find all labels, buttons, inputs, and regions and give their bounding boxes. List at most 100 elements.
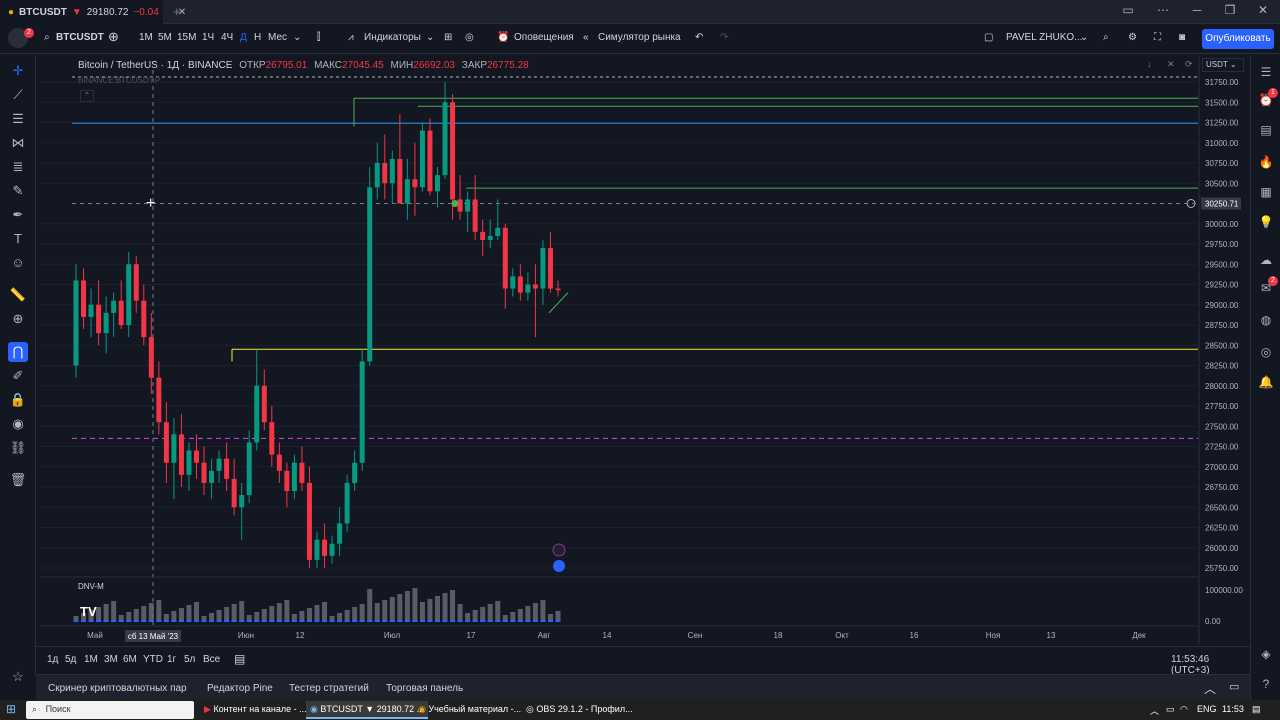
goto-date-icon[interactable]: ▤ (234, 652, 246, 666)
hotlists-icon[interactable]: 🔥 (1258, 155, 1274, 169)
camera-icon[interactable]: ◙ (1179, 32, 1186, 43)
range-all[interactable]: Все (203, 654, 221, 665)
quick-search-icon[interactable]: ⌕ (1103, 32, 1109, 43)
replay-button[interactable]: Симулятор рынка (598, 32, 681, 43)
undo-icon[interactable]: ↶ (695, 32, 704, 43)
interval-1m[interactable]: 1M (139, 32, 153, 43)
price-chart[interactable]: 31750.00 31500.00 31250.00 31000.00 30750.00… (0, 55, 1250, 645)
signals-icon[interactable]: ◍ (1260, 313, 1272, 327)
maximize-pane-icon[interactable]: ✕ (1167, 59, 1175, 69)
tab-pine-editor[interactable]: Редактор Pine (207, 683, 273, 694)
alerts-button[interactable]: Оповещения (514, 32, 574, 43)
maximize-panel-icon[interactable]: ▭ (1229, 681, 1240, 693)
notifications-center-icon[interactable]: ▤ (1252, 704, 1261, 714)
ruler-icon[interactable]: 📏 (9, 287, 27, 302)
settings-gear-icon[interactable]: ⚙ (1128, 32, 1137, 43)
taskbar-app-obs[interactable]: ◎ OBS 29.1.2 - Профил... (522, 701, 637, 719)
brush-icon[interactable]: ✎ (12, 183, 24, 198)
candle-type-icon[interactable]: ⫿ (317, 32, 321, 43)
currency-select[interactable]: USDT ⌄ (1202, 58, 1244, 72)
alert-icon[interactable]: ⏰ (497, 32, 510, 43)
magnet-icon[interactable]: ⋂ (8, 342, 28, 362)
trash-icon[interactable]: 🗑 (9, 472, 27, 487)
interval-5m[interactable]: 5M (158, 32, 172, 43)
range-ytd[interactable]: YTD (143, 654, 163, 665)
taskbar-app-youtube[interactable]: ▶ Контент на канале - ... (200, 701, 311, 719)
layout-square-icon[interactable]: ▢ (984, 32, 994, 43)
favorites-star-icon[interactable]: ☆ (12, 669, 24, 684)
network-icon[interactable]: ▭ (1166, 704, 1175, 714)
text-icon[interactable]: T (14, 231, 22, 246)
range-1m[interactable]: 1М (84, 654, 98, 665)
browser-tab[interactable]: ● BTCUSDT ▼ 29180.72 −0.04 ✕ (0, 0, 186, 24)
range-3m[interactable]: 3М (104, 654, 118, 665)
stay-drawing-icon[interactable]: ✐ (12, 368, 24, 383)
bell-icon[interactable]: 🔔 (1258, 375, 1274, 389)
interval-1d[interactable]: Д (240, 32, 247, 43)
range-1y[interactable]: 1г (167, 654, 177, 665)
taskbar-clock[interactable]: 11:53 (1222, 704, 1244, 714)
pen-icon[interactable]: ✒ (12, 207, 24, 222)
taskbar-app-chrome[interactable]: ◉ Учебный материал -... (414, 701, 525, 719)
details-icon[interactable]: ▤ (1260, 123, 1272, 137)
indicators-icon[interactable]: ⩘ (348, 32, 354, 43)
range-5y[interactable]: 5л (184, 654, 196, 665)
chevron-down-icon[interactable]: ⌄ (293, 32, 302, 43)
lock-icon[interactable]: 🔒 (9, 392, 27, 407)
add-symbol-icon[interactable]: ⊕ (108, 29, 119, 44)
tab-close-icon[interactable]: ✕ (177, 6, 187, 18)
lang-indicator[interactable]: ENG (1197, 704, 1217, 714)
user-avatar[interactable] (8, 28, 28, 48)
notifications-icon[interactable]: ✉ 2 (1257, 276, 1278, 297)
redo-icon[interactable]: ↷ (720, 32, 729, 43)
tab-strategy-tester[interactable]: Тестер стратегий (289, 683, 369, 694)
templates-icon[interactable]: ◎ (465, 32, 474, 43)
collapse-panel-icon[interactable]: ︿ (1204, 682, 1217, 696)
tab-crypto-screener[interactable]: Скринер криптовалютных пар (48, 683, 187, 694)
calendar-icon[interactable]: ▦ (1260, 185, 1272, 199)
zoom-icon[interactable]: ⊕ (12, 311, 24, 326)
wifi-icon[interactable]: ◠ (1180, 704, 1188, 714)
link-icon[interactable]: ⛓ (9, 440, 27, 455)
symbol-search[interactable]: BTCUSDT (56, 32, 104, 43)
publish-button[interactable]: Опубликовать (1202, 29, 1274, 49)
interval-1h[interactable]: 1Ч (202, 32, 215, 43)
interval-15m[interactable]: 15M (177, 32, 197, 43)
taskbar-search[interactable]: ⌕ Поиск (26, 701, 194, 719)
range-6m[interactable]: 6М (123, 654, 137, 665)
layouts-icon[interactable]: ⊞ (444, 32, 453, 43)
range-1d[interactable]: 1д (47, 654, 59, 665)
restore-pane-icon[interactable]: ⟳ (1185, 59, 1193, 69)
range-5d[interactable]: 5д (65, 654, 77, 665)
chats-icon[interactable]: ☁ (1260, 253, 1272, 267)
close-icon[interactable]: ✕ (1257, 3, 1269, 17)
tray-chevron-icon[interactable]: ︿ (1150, 706, 1160, 716)
interval-1w[interactable]: Н (254, 32, 262, 43)
crosshair-icon[interactable]: ✛ (12, 63, 24, 78)
help-icon[interactable]: ? (1262, 677, 1270, 691)
chevron-down-icon[interactable]: ⌄ (1080, 32, 1089, 43)
search-icon[interactable]: ⌕ (44, 32, 50, 43)
watchlist-icon[interactable]: ☰ (1260, 65, 1272, 79)
fib-icon[interactable]: ≣ (12, 159, 24, 174)
windows-start-icon[interactable]: ⊞ (6, 702, 17, 716)
streams-icon[interactable]: ◎ (1260, 345, 1272, 359)
interval-4h[interactable]: 4Ч (221, 32, 234, 43)
minimize-icon[interactable]: ─ (1192, 3, 1202, 17)
fullscreen-icon[interactable]: ⛶ (1154, 32, 1161, 43)
new-tab-icon[interactable]: + (173, 4, 181, 19)
chevron-down-icon[interactable]: ⌄ (426, 32, 435, 43)
user-menu[interactable]: PAVEL ZHUKO... (1006, 32, 1083, 43)
pattern-icon[interactable]: ⋈ (11, 135, 25, 150)
emoji-icon[interactable]: ☺ (11, 255, 25, 270)
indicators-button[interactable]: Индикаторы (364, 32, 421, 43)
maximize-icon[interactable]: ❐ (1224, 3, 1236, 17)
trendline-icon[interactable]: ⟋ (13, 87, 23, 102)
taskbar-app-tradingview[interactable]: ◉ BTCUSDT ▼ 29180.72 ... (306, 701, 429, 719)
collapse-legend-icon[interactable]: ⌃ (80, 90, 94, 102)
eye-icon[interactable]: ◉ (12, 416, 24, 431)
interval-1mo[interactable]: Мес (268, 32, 288, 43)
cast-icon[interactable]: ▭ (1122, 3, 1134, 17)
lines-icon[interactable]: ☰ (12, 111, 24, 126)
download-icon[interactable]: ↓ (1147, 59, 1152, 69)
